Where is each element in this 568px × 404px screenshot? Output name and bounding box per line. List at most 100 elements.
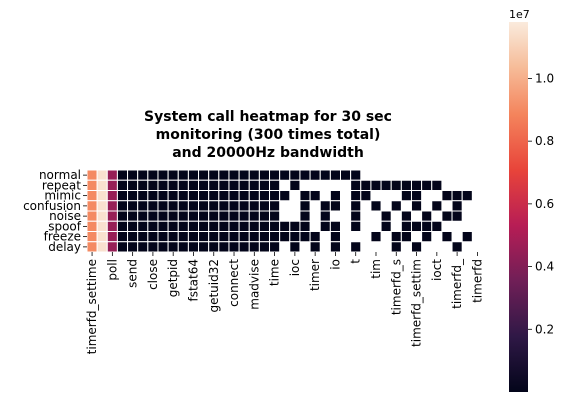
- heatmap-cell: [400, 220, 412, 232]
- row-label: normal: [39, 168, 81, 182]
- heatmap-cell: [299, 220, 311, 232]
- heatmap-cell: [157, 231, 169, 243]
- heatmap-cell: [218, 190, 230, 202]
- heatmap-cell: [208, 210, 220, 222]
- heatmap-cell: [451, 200, 463, 212]
- heatmap-cell: [400, 190, 412, 202]
- row-label: repeat: [42, 178, 81, 192]
- heatmap-cell: [86, 169, 98, 181]
- heatmap-cell: [106, 220, 118, 232]
- heatmap-cell: [167, 241, 179, 253]
- heatmap-cell: [116, 179, 129, 191]
- heatmap-cell: [248, 241, 260, 253]
- heatmap-cell: [137, 231, 149, 243]
- heatmap-cell: [147, 179, 159, 191]
- heatmap-cell: [86, 200, 98, 212]
- heatmap-cell: [380, 210, 392, 222]
- heatmap-cell: [187, 200, 200, 212]
- heatmap-cell: [248, 190, 260, 202]
- heatmap-cell: [116, 231, 129, 243]
- colorbar-offset-label: 1e7: [509, 8, 530, 21]
- column-label: t: [349, 259, 363, 264]
- heatmap-cell: [187, 220, 200, 232]
- heatmap-cell: [390, 200, 402, 212]
- heatmap-cell: [147, 231, 159, 243]
- column-label: timerfd_: [450, 258, 464, 309]
- title-line-2: monitoring (300 times total): [156, 127, 381, 143]
- heatmap-cell: [208, 241, 220, 253]
- heatmap-cell: [238, 231, 250, 243]
- column-label: tim: [369, 259, 383, 279]
- heatmap-cell: [86, 220, 98, 232]
- heatmap-cell: [258, 190, 271, 202]
- heatmap-cell: [228, 210, 240, 222]
- heatmap-cell: [269, 200, 281, 212]
- column-label: ioct: [430, 259, 444, 281]
- title-line-1: System call heatmap for 30 sec: [144, 109, 392, 125]
- heatmap-cell: [350, 200, 362, 212]
- heatmap-cell: [218, 169, 230, 181]
- heatmap-cell: [410, 200, 423, 212]
- heatmap-grid: [86, 169, 473, 253]
- colorbar-tick-label: 0.6: [535, 197, 554, 211]
- heatmap-cell: [279, 220, 291, 232]
- heatmap-cell: [127, 200, 139, 212]
- heatmap-cell: [96, 220, 108, 232]
- heatmap-cell: [157, 220, 169, 232]
- heatmap-cell: [187, 179, 200, 191]
- heatmap-cell: [289, 220, 301, 232]
- heatmap-cell: [319, 169, 331, 181]
- heatmap-cell: [258, 210, 271, 222]
- heatmap-cell: [228, 241, 240, 253]
- heatmap-cell: [279, 231, 291, 243]
- heatmap-cell: [421, 210, 433, 222]
- heatmap-cell: [218, 200, 230, 212]
- heatmap-cell: [198, 190, 210, 202]
- heatmap-cell: [116, 210, 129, 222]
- column-label: time: [268, 259, 282, 286]
- column-label: fstat64: [186, 259, 200, 302]
- heatmap-cell: [360, 190, 372, 202]
- heatmap-cell: [309, 169, 321, 181]
- heatmap-cell: [137, 200, 149, 212]
- heatmap-cell: [350, 169, 362, 181]
- column-label: getpid: [166, 259, 180, 297]
- heatmap-cell: [410, 241, 423, 253]
- heatmap-cell: [96, 231, 108, 243]
- heatmap-cell: [218, 220, 230, 232]
- heatmap-cell: [319, 220, 331, 232]
- heatmap-cell: [198, 241, 210, 253]
- heatmap-cell: [198, 210, 210, 222]
- heatmap-cell: [299, 200, 311, 212]
- heatmap-cell: [187, 169, 200, 181]
- heatmap-cell: [137, 210, 149, 222]
- title-line-3: and 20000Hz bandwidth: [172, 145, 364, 161]
- heatmap-cell: [461, 190, 473, 202]
- column-label: timer: [308, 259, 322, 291]
- heatmap-cell: [218, 210, 230, 222]
- colorbar-gradient: [509, 22, 528, 392]
- heatmap-cell: [96, 169, 108, 181]
- heatmap-cell: [198, 220, 210, 232]
- row-labels: normalrepeatmimicconfusionnoisespooffree…: [23, 168, 87, 254]
- heatmap-cell: [248, 169, 260, 181]
- heatmap-cell: [137, 241, 149, 253]
- heatmap-cell: [228, 190, 240, 202]
- heatmap-cell: [390, 241, 402, 253]
- heatmap-cell: [299, 210, 311, 222]
- heatmap-cell: [198, 179, 210, 191]
- column-label: madvise: [247, 259, 261, 310]
- heatmap-cell: [350, 220, 362, 232]
- heatmap-cell: [269, 179, 281, 191]
- heatmap-cell: [248, 231, 260, 243]
- heatmap-cell: [208, 220, 220, 232]
- heatmap-cell: [228, 169, 240, 181]
- heatmap-cell: [329, 231, 341, 243]
- heatmap-cell: [86, 241, 98, 253]
- heatmap-cell: [137, 179, 149, 191]
- heatmap-cell: [238, 169, 250, 181]
- heatmap-cell: [127, 169, 139, 181]
- heatmap-cell: [127, 241, 139, 253]
- colorbar-tick-label: 1.0: [535, 71, 554, 85]
- column-label: timerfd: [470, 259, 484, 303]
